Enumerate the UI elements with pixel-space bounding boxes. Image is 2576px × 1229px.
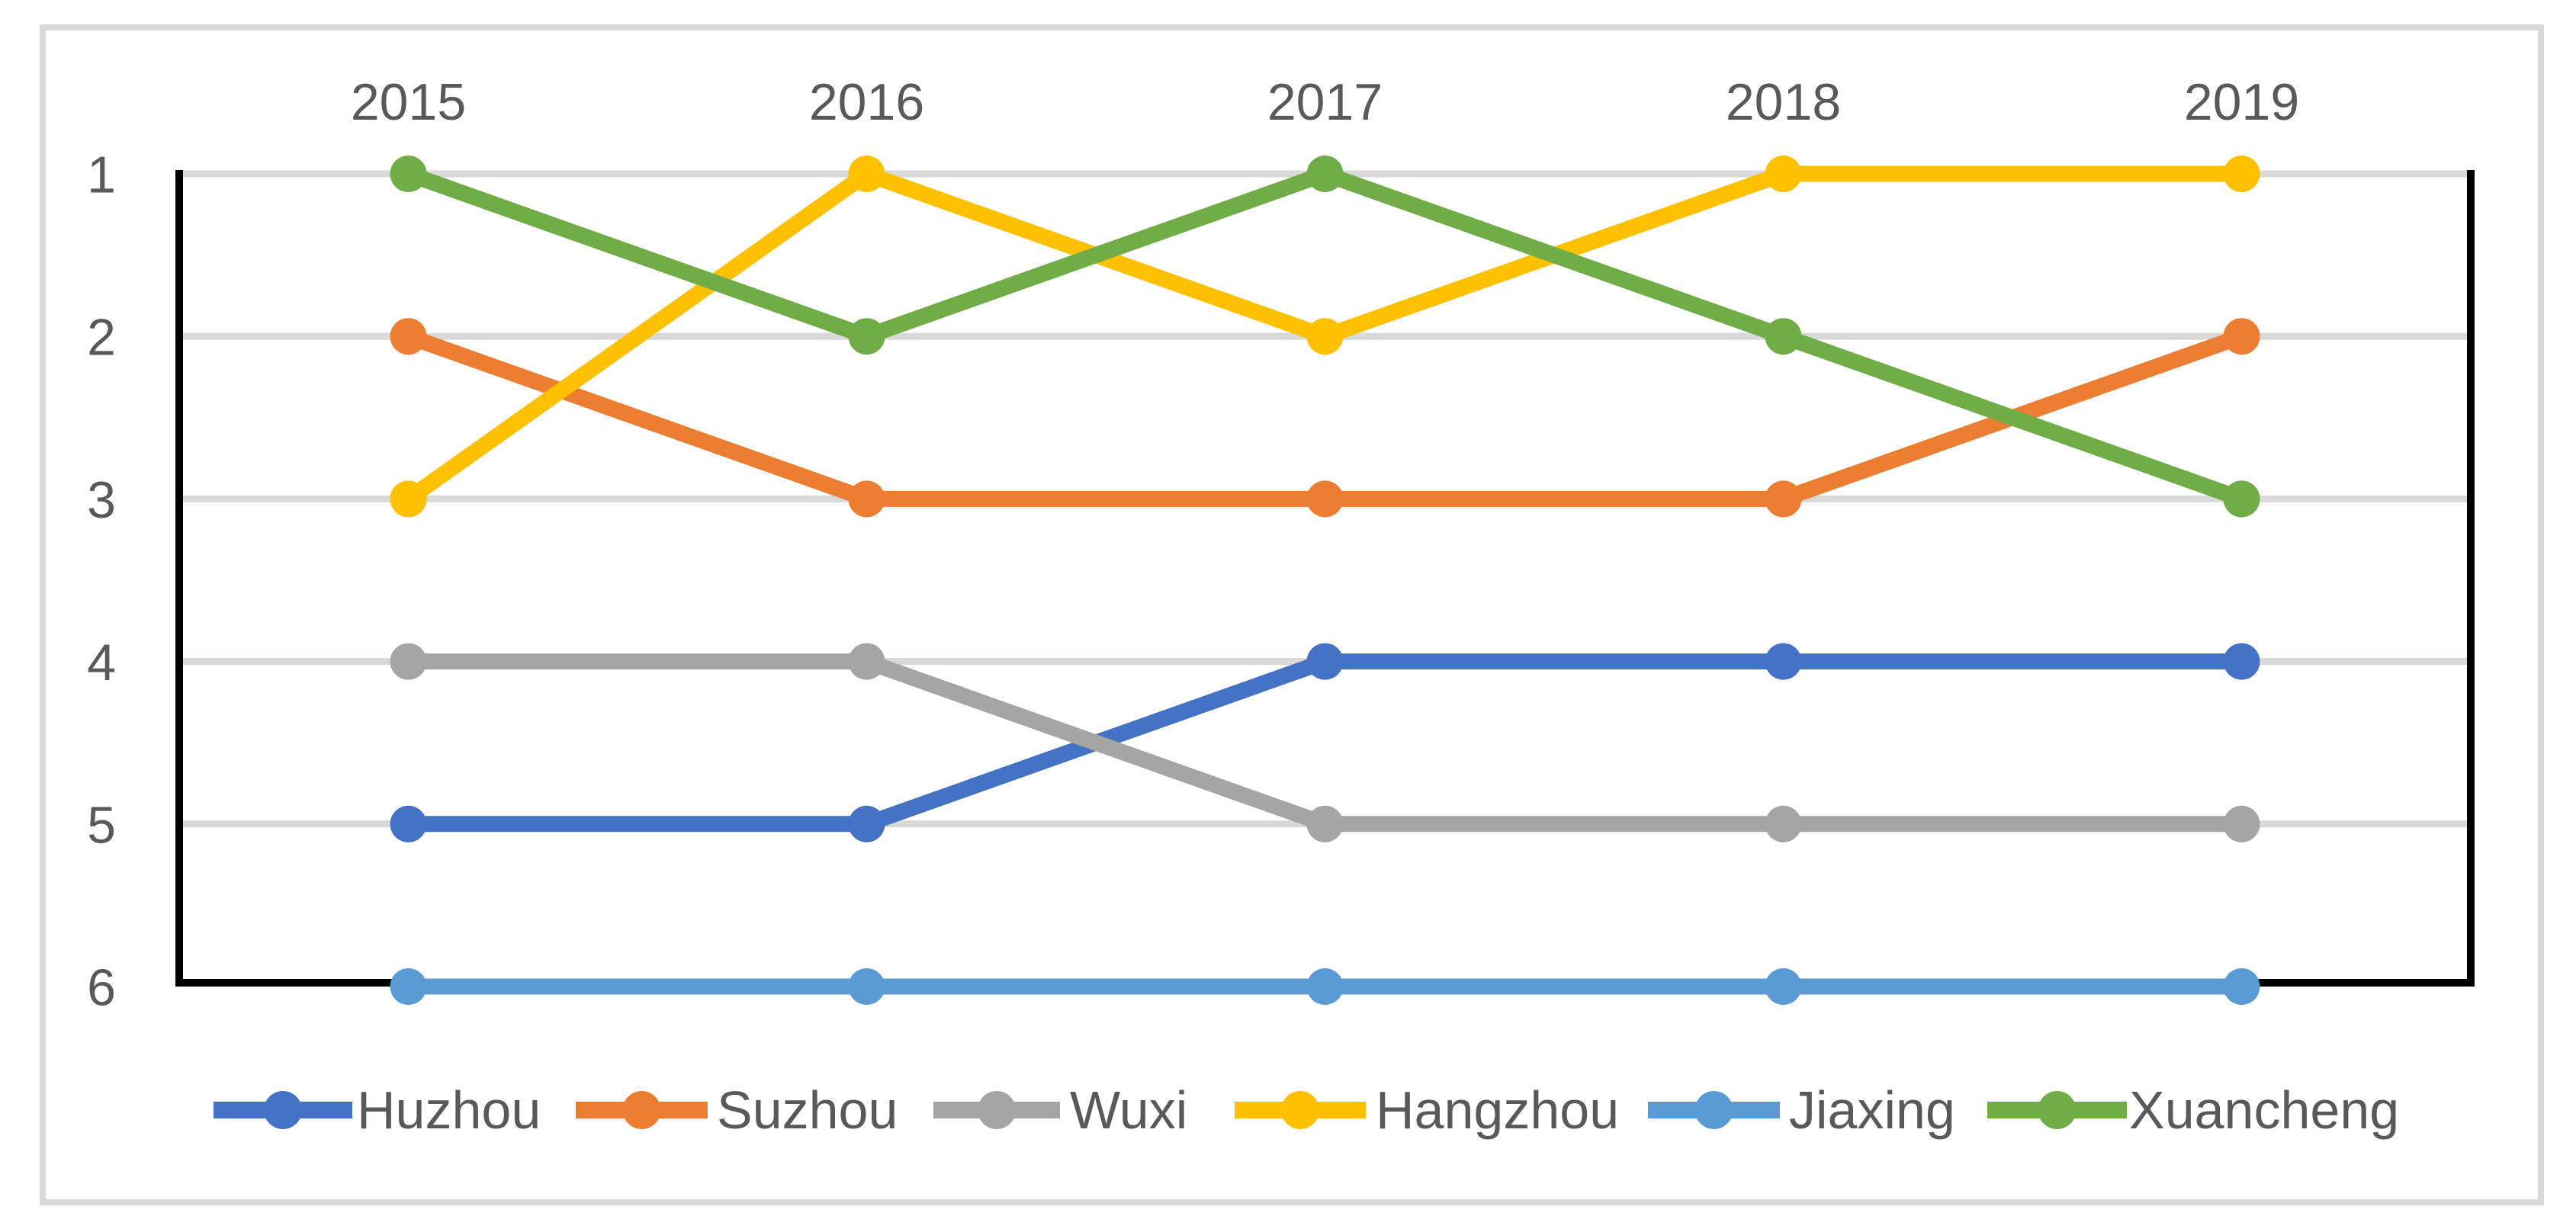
svg-text:5: 5 — [87, 796, 116, 854]
svg-text:2: 2 — [87, 309, 116, 367]
svg-text:2015: 2015 — [351, 73, 466, 131]
svg-text:Wuxi: Wuxi — [1070, 1080, 1187, 1140]
svg-text:Xuancheng: Xuancheng — [2129, 1080, 2399, 1140]
svg-text:Jiaxing: Jiaxing — [1789, 1080, 1955, 1140]
svg-text:Huzhou: Huzhou — [357, 1080, 541, 1140]
svg-text:6: 6 — [87, 959, 116, 1017]
svg-text:2018: 2018 — [1726, 73, 1841, 131]
svg-text:3: 3 — [87, 471, 116, 529]
svg-text:Hangzhou: Hangzhou — [1376, 1080, 1619, 1140]
svg-text:2017: 2017 — [1267, 73, 1383, 131]
svg-text:2016: 2016 — [809, 73, 924, 131]
svg-text:4: 4 — [87, 634, 116, 692]
svg-text:2019: 2019 — [2184, 73, 2299, 131]
svg-text:Suzhou: Suzhou — [717, 1080, 898, 1140]
svg-text:1: 1 — [87, 146, 116, 204]
